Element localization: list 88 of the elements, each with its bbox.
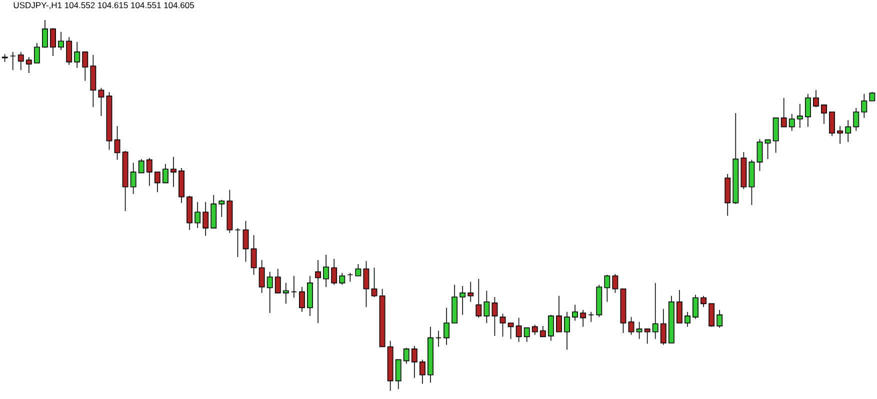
candlestick	[564, 311, 570, 350]
candlestick	[829, 112, 836, 136]
candlestick	[524, 327, 530, 342]
candlestick	[548, 314, 554, 342]
candlestick	[146, 158, 152, 186]
candlestick	[436, 330, 442, 348]
candlestick	[323, 254, 330, 288]
candlestick	[202, 202, 209, 236]
candlestick	[716, 310, 723, 328]
candlestick	[508, 322, 514, 340]
candlestick	[10, 52, 16, 70]
candlestick	[363, 260, 370, 308]
candlestick	[66, 36, 72, 66]
candlestick	[274, 268, 281, 294]
candlestick	[170, 156, 176, 188]
candlestick	[403, 347, 410, 364]
candlestick	[250, 234, 257, 276]
candlestick	[339, 272, 346, 286]
candlestick	[853, 108, 860, 132]
candlestick	[556, 296, 562, 332]
candlestick	[484, 290, 490, 324]
candlestick	[612, 274, 618, 294]
candlestick	[411, 346, 418, 378]
candlestick	[98, 87, 104, 116]
candlestick	[282, 282, 289, 304]
candlestick	[572, 304, 578, 322]
candlestick	[580, 310, 586, 328]
candlestick	[676, 290, 682, 324]
candlestick	[258, 260, 265, 294]
candlestick	[331, 258, 338, 286]
candlestick	[194, 202, 201, 228]
chart-title: USDJPY-,H1 104.552 104.615 104.551 104.605	[14, 2, 194, 10]
candlestick	[692, 294, 698, 320]
candlestick	[371, 267, 378, 298]
candlestick	[532, 324, 538, 336]
candlestick	[154, 172, 160, 192]
candlestick	[788, 113, 795, 132]
candlestick	[772, 118, 779, 154]
candlestick	[500, 313, 506, 338]
candlestick	[756, 138, 763, 172]
candlestick	[708, 303, 715, 328]
candlestick	[764, 139, 771, 160]
candlestick	[162, 163, 168, 184]
candlestick	[42, 20, 48, 48]
candlestick	[218, 199, 225, 218]
candlestick	[780, 97, 787, 128]
candlestick	[588, 311, 594, 322]
candlestick	[804, 93, 811, 128]
candlestick	[796, 103, 803, 128]
candlestick	[82, 52, 88, 82]
candlestick	[468, 281, 474, 302]
candlestick	[644, 328, 650, 344]
candlestick	[604, 274, 610, 302]
candlestick	[34, 42, 40, 64]
candlestick	[419, 359, 426, 384]
candlestick	[234, 228, 241, 258]
candlestick	[845, 120, 852, 142]
candlestick	[315, 260, 322, 324]
candlestick	[26, 56, 32, 74]
candlestick	[299, 286, 305, 312]
candlestick	[242, 220, 249, 262]
candlestick	[138, 158, 144, 174]
candlestick	[660, 308, 666, 346]
candlestick	[395, 359, 402, 390]
candlestick	[837, 126, 844, 144]
candlestick	[813, 90, 819, 108]
candlestick	[476, 278, 482, 318]
candlestick	[74, 42, 80, 68]
candlestick	[628, 316, 634, 336]
candlestick	[652, 282, 658, 340]
candlestick	[636, 321, 642, 340]
candlestick	[460, 286, 466, 316]
candlestick	[684, 311, 690, 328]
candlestick	[130, 162, 136, 194]
candlestick	[50, 28, 56, 56]
candlestick	[516, 317, 522, 342]
candlestick	[492, 296, 498, 336]
candlestick	[114, 126, 120, 160]
candlestick	[58, 31, 64, 50]
candlestick	[821, 104, 827, 124]
candlestick	[290, 275, 297, 298]
candlestick	[355, 264, 362, 276]
candlestick	[540, 326, 546, 338]
candlestick	[18, 52, 24, 70]
candlestick	[700, 296, 707, 308]
candlestick	[861, 93, 868, 118]
candlestick	[444, 307, 450, 346]
candlestick	[266, 271, 273, 314]
